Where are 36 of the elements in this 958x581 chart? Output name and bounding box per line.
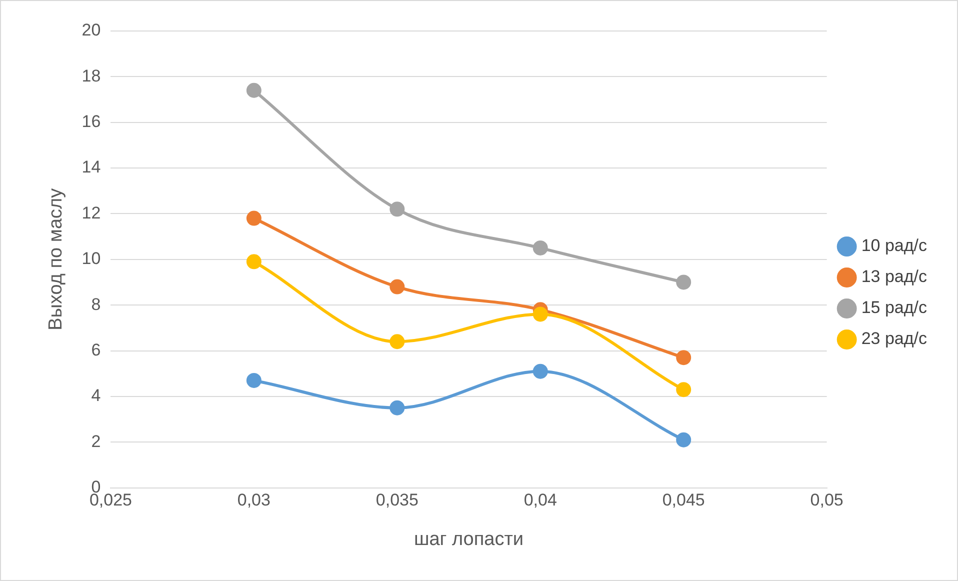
point <box>246 82 262 98</box>
y-tick-label: 2 <box>91 432 101 451</box>
y-tick-label: 6 <box>91 340 101 360</box>
point <box>532 306 548 322</box>
y-tick-label: 4 <box>91 386 101 406</box>
legend-label: 10 рад/с <box>861 236 928 256</box>
x-tick-label: 0,05 <box>810 490 844 510</box>
point <box>246 210 262 226</box>
point <box>532 364 548 379</box>
point <box>676 432 692 448</box>
point <box>390 202 405 217</box>
point <box>390 279 405 294</box>
legend-label: 13 рад/с <box>861 267 928 286</box>
point <box>246 372 262 388</box>
legend-label: 15 рад/с <box>861 298 928 318</box>
y-tick-label: 12 <box>82 203 101 222</box>
point <box>246 254 262 270</box>
y-tick-label: 16 <box>82 112 101 132</box>
y-axis-title: Выход по маслу <box>46 188 67 330</box>
y-tick-label: 18 <box>82 66 101 86</box>
point <box>390 400 405 416</box>
point <box>676 350 692 366</box>
x-tick-label: 0,03 <box>237 490 270 510</box>
x-tick-label: 0,045 <box>662 490 705 510</box>
x-tick-label: 0,035 <box>376 490 418 510</box>
point <box>676 382 692 398</box>
y-tick-label: 8 <box>91 294 101 314</box>
x-axis-title: шаг лопасти <box>414 528 524 550</box>
point <box>532 240 548 256</box>
legend-label: 23 рад/с <box>861 329 928 348</box>
y-tick-label: 14 <box>82 158 101 177</box>
point <box>676 274 692 290</box>
x-tick-label: 0,04 <box>524 490 557 510</box>
y-tick-label: 10 <box>82 249 101 268</box>
y-tick-label: 20 <box>82 20 101 40</box>
point <box>390 334 405 350</box>
